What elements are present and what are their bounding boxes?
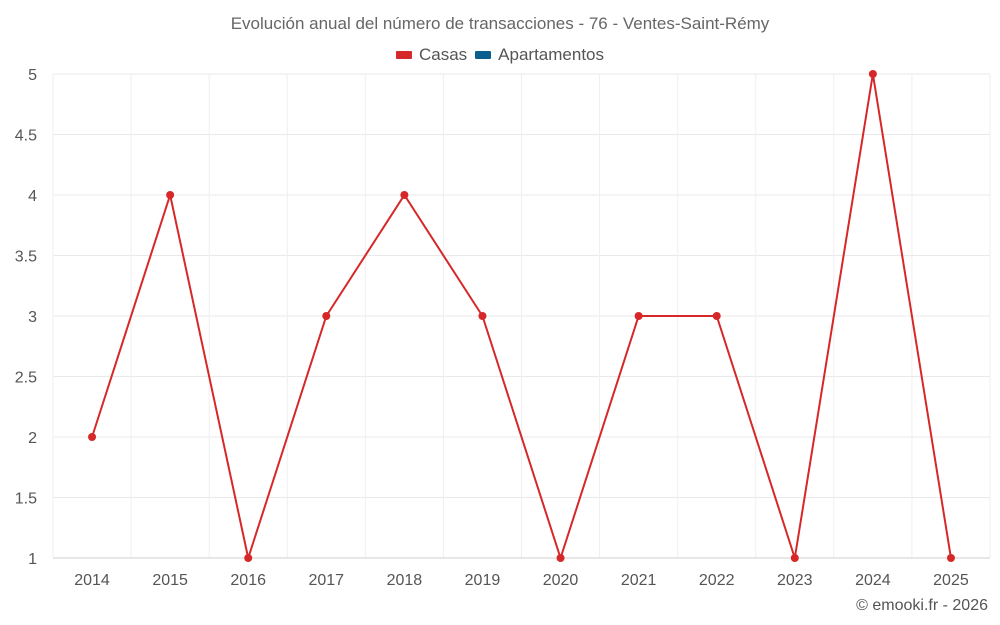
y-tick-label: 5 <box>28 67 37 84</box>
data-point <box>322 312 331 320</box>
y-tick-label: 1 <box>28 551 37 568</box>
data-point <box>556 554 565 562</box>
data-point <box>88 433 97 441</box>
legend-swatch-casas <box>395 51 412 59</box>
chart-title: Evolución anual del número de transaccio… <box>230 14 770 33</box>
legend-item-casas[interactable]: Casas <box>395 45 468 65</box>
data-point <box>166 191 175 199</box>
x-tick-label: 2017 <box>308 572 344 589</box>
series-line-casas <box>91 73 952 562</box>
data-point <box>712 312 721 320</box>
data-point <box>400 191 409 199</box>
data-point <box>634 312 643 320</box>
x-tick-label: 2018 <box>387 572 423 589</box>
x-tick-label: 2019 <box>465 572 501 589</box>
y-tick-label: 3.5 <box>15 249 37 266</box>
credit-text: © emooki.fr - 2026 <box>856 597 988 614</box>
x-tick-label: 2025 <box>933 572 969 589</box>
x-tick-label: 2015 <box>152 572 188 589</box>
x-tick-label: 2016 <box>230 572 266 589</box>
data-point <box>478 312 487 320</box>
y-tick-label: 1.5 <box>15 491 37 508</box>
x-tick-label: 2023 <box>777 572 813 589</box>
y-tick-label: 3 <box>28 309 37 326</box>
x-tick-label: 2024 <box>855 572 891 589</box>
data-point <box>790 554 799 562</box>
x-tick-label: 2020 <box>543 572 579 589</box>
data-point <box>244 554 253 562</box>
data-point <box>868 70 877 78</box>
x-tick-label: 2022 <box>699 572 735 589</box>
y-tick-label: 2 <box>28 430 37 447</box>
legend: Casas Apartamentos <box>0 45 1000 65</box>
y-tick-label: 4 <box>28 188 37 205</box>
x-tick-label: 2021 <box>621 572 657 589</box>
y-tick-label: 4.5 <box>15 128 37 145</box>
legend-label-casas: Casas <box>418 45 468 64</box>
data-point <box>946 554 955 562</box>
legend-swatch-apartamentos <box>475 51 492 59</box>
legend-label-apartamentos: Apartamentos <box>498 45 605 64</box>
y-tick-label: 2.5 <box>15 370 37 387</box>
legend-item-apartamentos[interactable]: Apartamentos <box>475 45 604 65</box>
x-tick-label: 2014 <box>74 572 110 589</box>
